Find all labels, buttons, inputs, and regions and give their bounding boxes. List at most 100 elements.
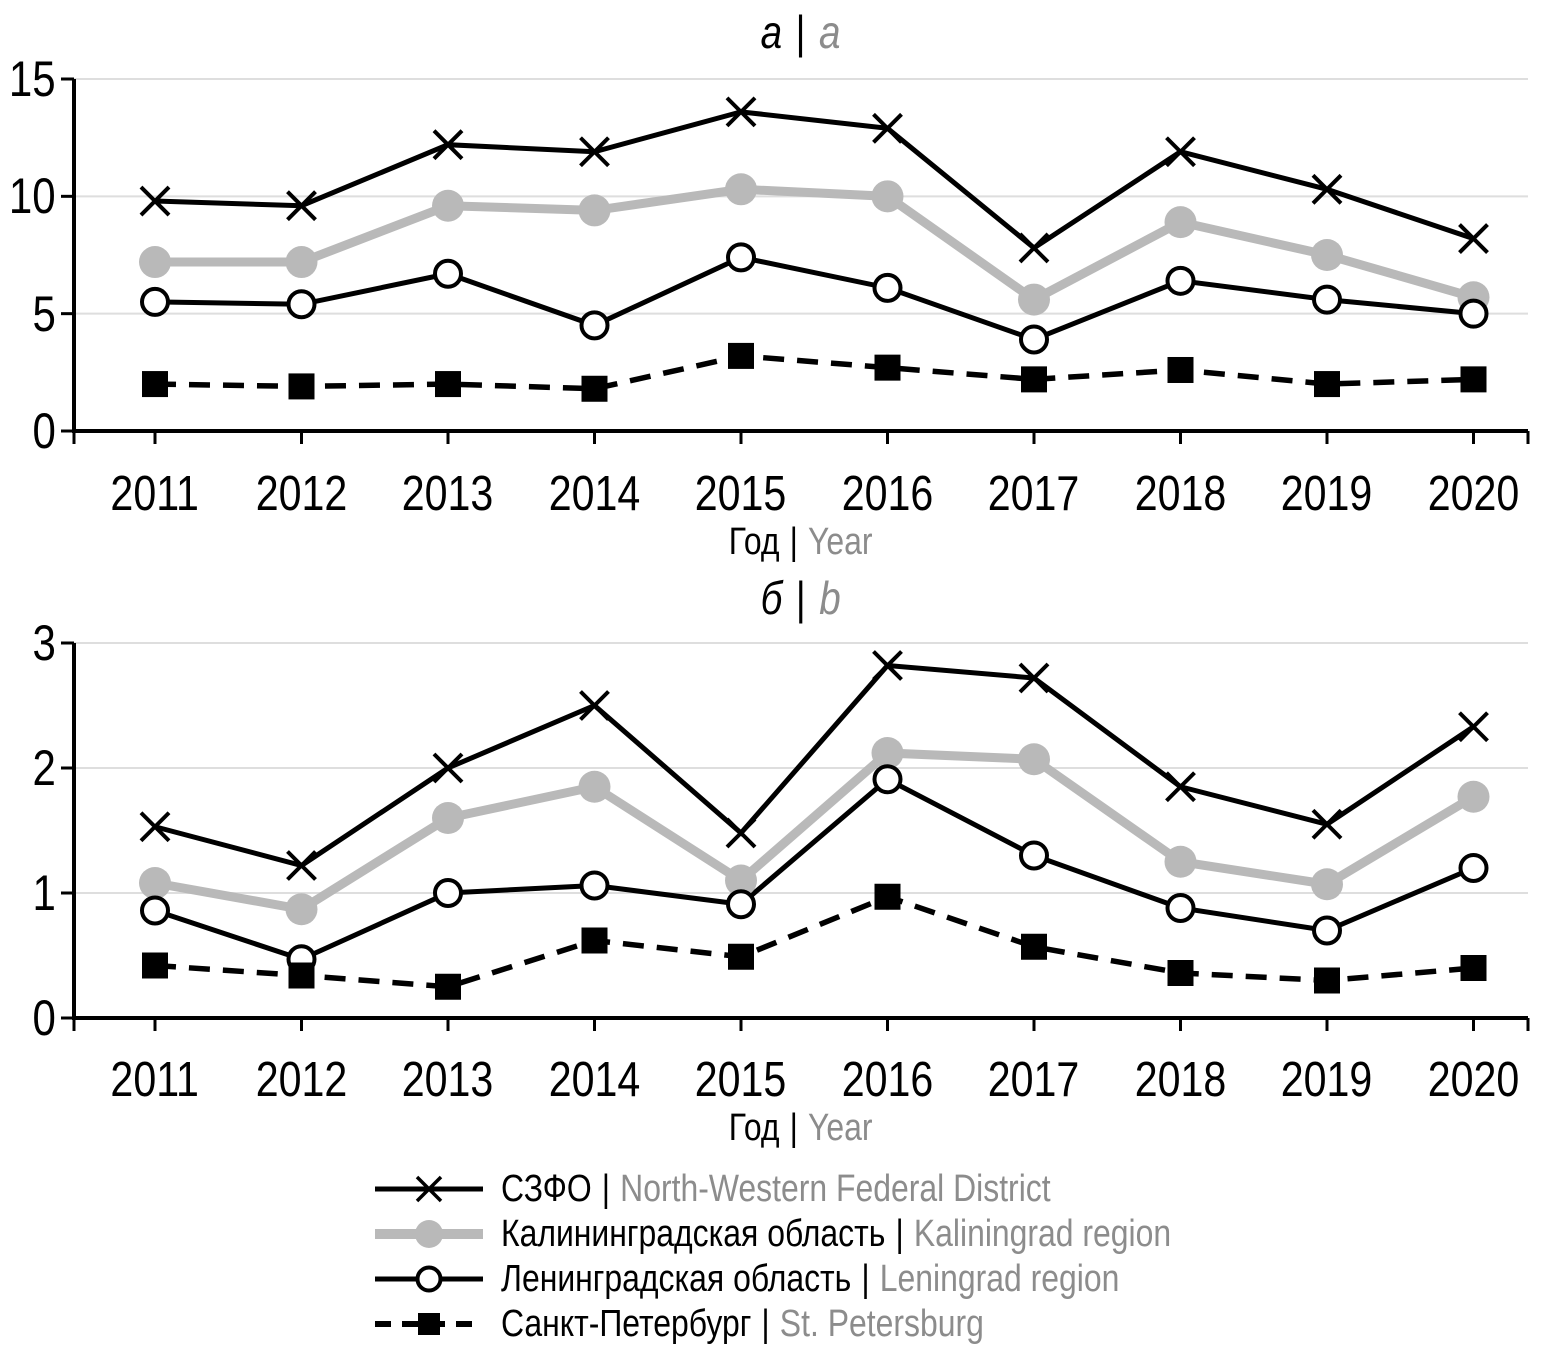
year-value: 2020 bbox=[1427, 1053, 1520, 1107]
filled-circle-marker bbox=[578, 194, 611, 227]
panel-a-xlabel-separator: | bbox=[790, 521, 799, 563]
x-tick-label-2015: 2015 bbox=[661, 1052, 821, 1108]
legend-label-ru: Ленинградская область bbox=[501, 1258, 852, 1300]
panel-a-title-separator: | bbox=[795, 6, 807, 58]
open-circle-line-icon bbox=[375, 1265, 483, 1293]
open-circle-marker bbox=[286, 289, 317, 320]
x-cross-marker bbox=[1165, 136, 1196, 168]
x-tick-label-2019: 2019 bbox=[1247, 466, 1407, 522]
open-circle-marker bbox=[433, 878, 463, 908]
year-value: 2012 bbox=[255, 1053, 348, 1107]
x-tick-label-2016: 2016 bbox=[808, 1052, 968, 1108]
year-value: 2012 bbox=[255, 467, 348, 521]
y-tick-label: 10 bbox=[0, 167, 56, 225]
y-tick-value: 0 bbox=[32, 990, 56, 1046]
x-cross-marker bbox=[1458, 711, 1489, 743]
series-line-filled-circle bbox=[154, 748, 1476, 914]
filled-square-marker bbox=[1021, 366, 1047, 393]
y-tick-label: 0 bbox=[0, 989, 56, 1047]
filled-circle-marker bbox=[1311, 868, 1343, 901]
open-circle-marker bbox=[579, 310, 610, 341]
legend-item-st-petersburg: Санкт-Петербург | St. Petersburg bbox=[373, 1302, 1076, 1346]
filled-circle-marker bbox=[871, 737, 904, 769]
x-tick-label-2011: 2011 bbox=[75, 466, 235, 522]
open-circle-marker bbox=[872, 272, 903, 303]
panel-b-label-en: b bbox=[819, 572, 842, 624]
open-circle-marker bbox=[140, 895, 170, 926]
year-value: 2018 bbox=[1134, 467, 1227, 521]
x-tick-label-2017: 2017 bbox=[954, 1052, 1114, 1108]
open-circle-marker bbox=[579, 870, 610, 901]
open-circle-marker bbox=[1165, 265, 1196, 296]
year-value: 2016 bbox=[841, 1053, 934, 1107]
year-value: 2016 bbox=[841, 467, 934, 521]
filled-square-marker bbox=[1314, 967, 1340, 994]
y-tick-value: 10 bbox=[9, 168, 56, 225]
panel-b-x-axis-title: Год | Year bbox=[74, 1106, 1528, 1150]
x-cross-marker bbox=[286, 850, 317, 881]
series-line-filled-circle bbox=[155, 184, 1475, 305]
filled-circle-marker bbox=[1018, 283, 1050, 316]
filled-square-marker bbox=[1021, 933, 1047, 960]
year-value: 2014 bbox=[548, 1053, 641, 1107]
series-line-filled-square bbox=[154, 353, 1474, 392]
x-cross-marker bbox=[579, 690, 610, 721]
y-tick-label: 0 bbox=[0, 402, 56, 460]
x-tick-label-2013: 2013 bbox=[368, 1052, 528, 1108]
filled-square-marker bbox=[728, 943, 754, 970]
series-line-open-circle bbox=[154, 776, 1475, 962]
legend-separator: | bbox=[861, 1258, 870, 1300]
filled-square-marker bbox=[1460, 955, 1487, 981]
filled-square-marker bbox=[435, 371, 461, 398]
x-tick-label-2014: 2014 bbox=[515, 466, 675, 522]
y-tick-value: 2 bbox=[32, 740, 56, 796]
filled-circle-marker bbox=[578, 770, 611, 803]
panel-b-xlabel-en: Year bbox=[808, 1107, 873, 1149]
x-tick-label-2017: 2017 bbox=[954, 466, 1114, 522]
year-value: 2020 bbox=[1427, 467, 1520, 521]
filled-square-marker bbox=[874, 354, 901, 381]
filled-circle-marker bbox=[1018, 743, 1050, 776]
open-circle-marker bbox=[1019, 840, 1049, 871]
x-tick-label-2018: 2018 bbox=[1101, 1052, 1261, 1108]
x-cross-marker bbox=[1458, 223, 1489, 254]
year-value: 2011 bbox=[110, 1053, 200, 1107]
filled-circle-marker bbox=[432, 189, 464, 222]
filled-square-marker bbox=[581, 927, 608, 954]
filled-circle-marker bbox=[285, 246, 318, 279]
filled-circle-marker bbox=[139, 867, 171, 899]
x-cross-marker bbox=[432, 752, 464, 784]
year-value: 2018 bbox=[1134, 1053, 1227, 1107]
panel-b-xlabel-ru: Год bbox=[729, 1107, 780, 1149]
filled-square-marker bbox=[1460, 366, 1487, 393]
open-circle-marker bbox=[1019, 324, 1049, 355]
filled-square-marker bbox=[1167, 960, 1194, 986]
panel-a-label-en: a bbox=[819, 6, 841, 58]
x-cross-marker bbox=[725, 817, 757, 849]
x-cross-marker bbox=[1311, 808, 1343, 840]
x-cross-marker bbox=[872, 650, 903, 681]
filled-circle-marker bbox=[1457, 780, 1490, 813]
legend-filled-circle-marker bbox=[415, 1220, 443, 1248]
x-cross-marker bbox=[579, 136, 610, 168]
filled-square-marker bbox=[142, 371, 168, 398]
panel-b-xlabel-separator: | bbox=[790, 1107, 799, 1149]
open-circle-marker bbox=[1312, 284, 1342, 315]
year-value: 2015 bbox=[695, 467, 787, 521]
year-value: 2017 bbox=[988, 1053, 1080, 1107]
filled-square-marker bbox=[581, 375, 608, 402]
x-cross-marker bbox=[872, 112, 903, 144]
filled-circle-marker bbox=[871, 180, 904, 213]
x-cross-marker bbox=[1018, 232, 1050, 264]
filled-circle-marker bbox=[139, 246, 171, 279]
year-value: 2019 bbox=[1281, 1053, 1373, 1107]
legend-label-ru: СЗФО bbox=[501, 1168, 592, 1210]
filled-circle-marker bbox=[432, 802, 464, 834]
series-line-open-circle bbox=[154, 254, 1474, 343]
x-tick-label-2020: 2020 bbox=[1394, 1052, 1541, 1108]
x-tick-label-2011: 2011 bbox=[75, 1052, 235, 1108]
filled-circle-marker bbox=[725, 173, 757, 206]
y-tick-value: 5 bbox=[32, 285, 56, 342]
open-circle-marker bbox=[140, 286, 170, 317]
